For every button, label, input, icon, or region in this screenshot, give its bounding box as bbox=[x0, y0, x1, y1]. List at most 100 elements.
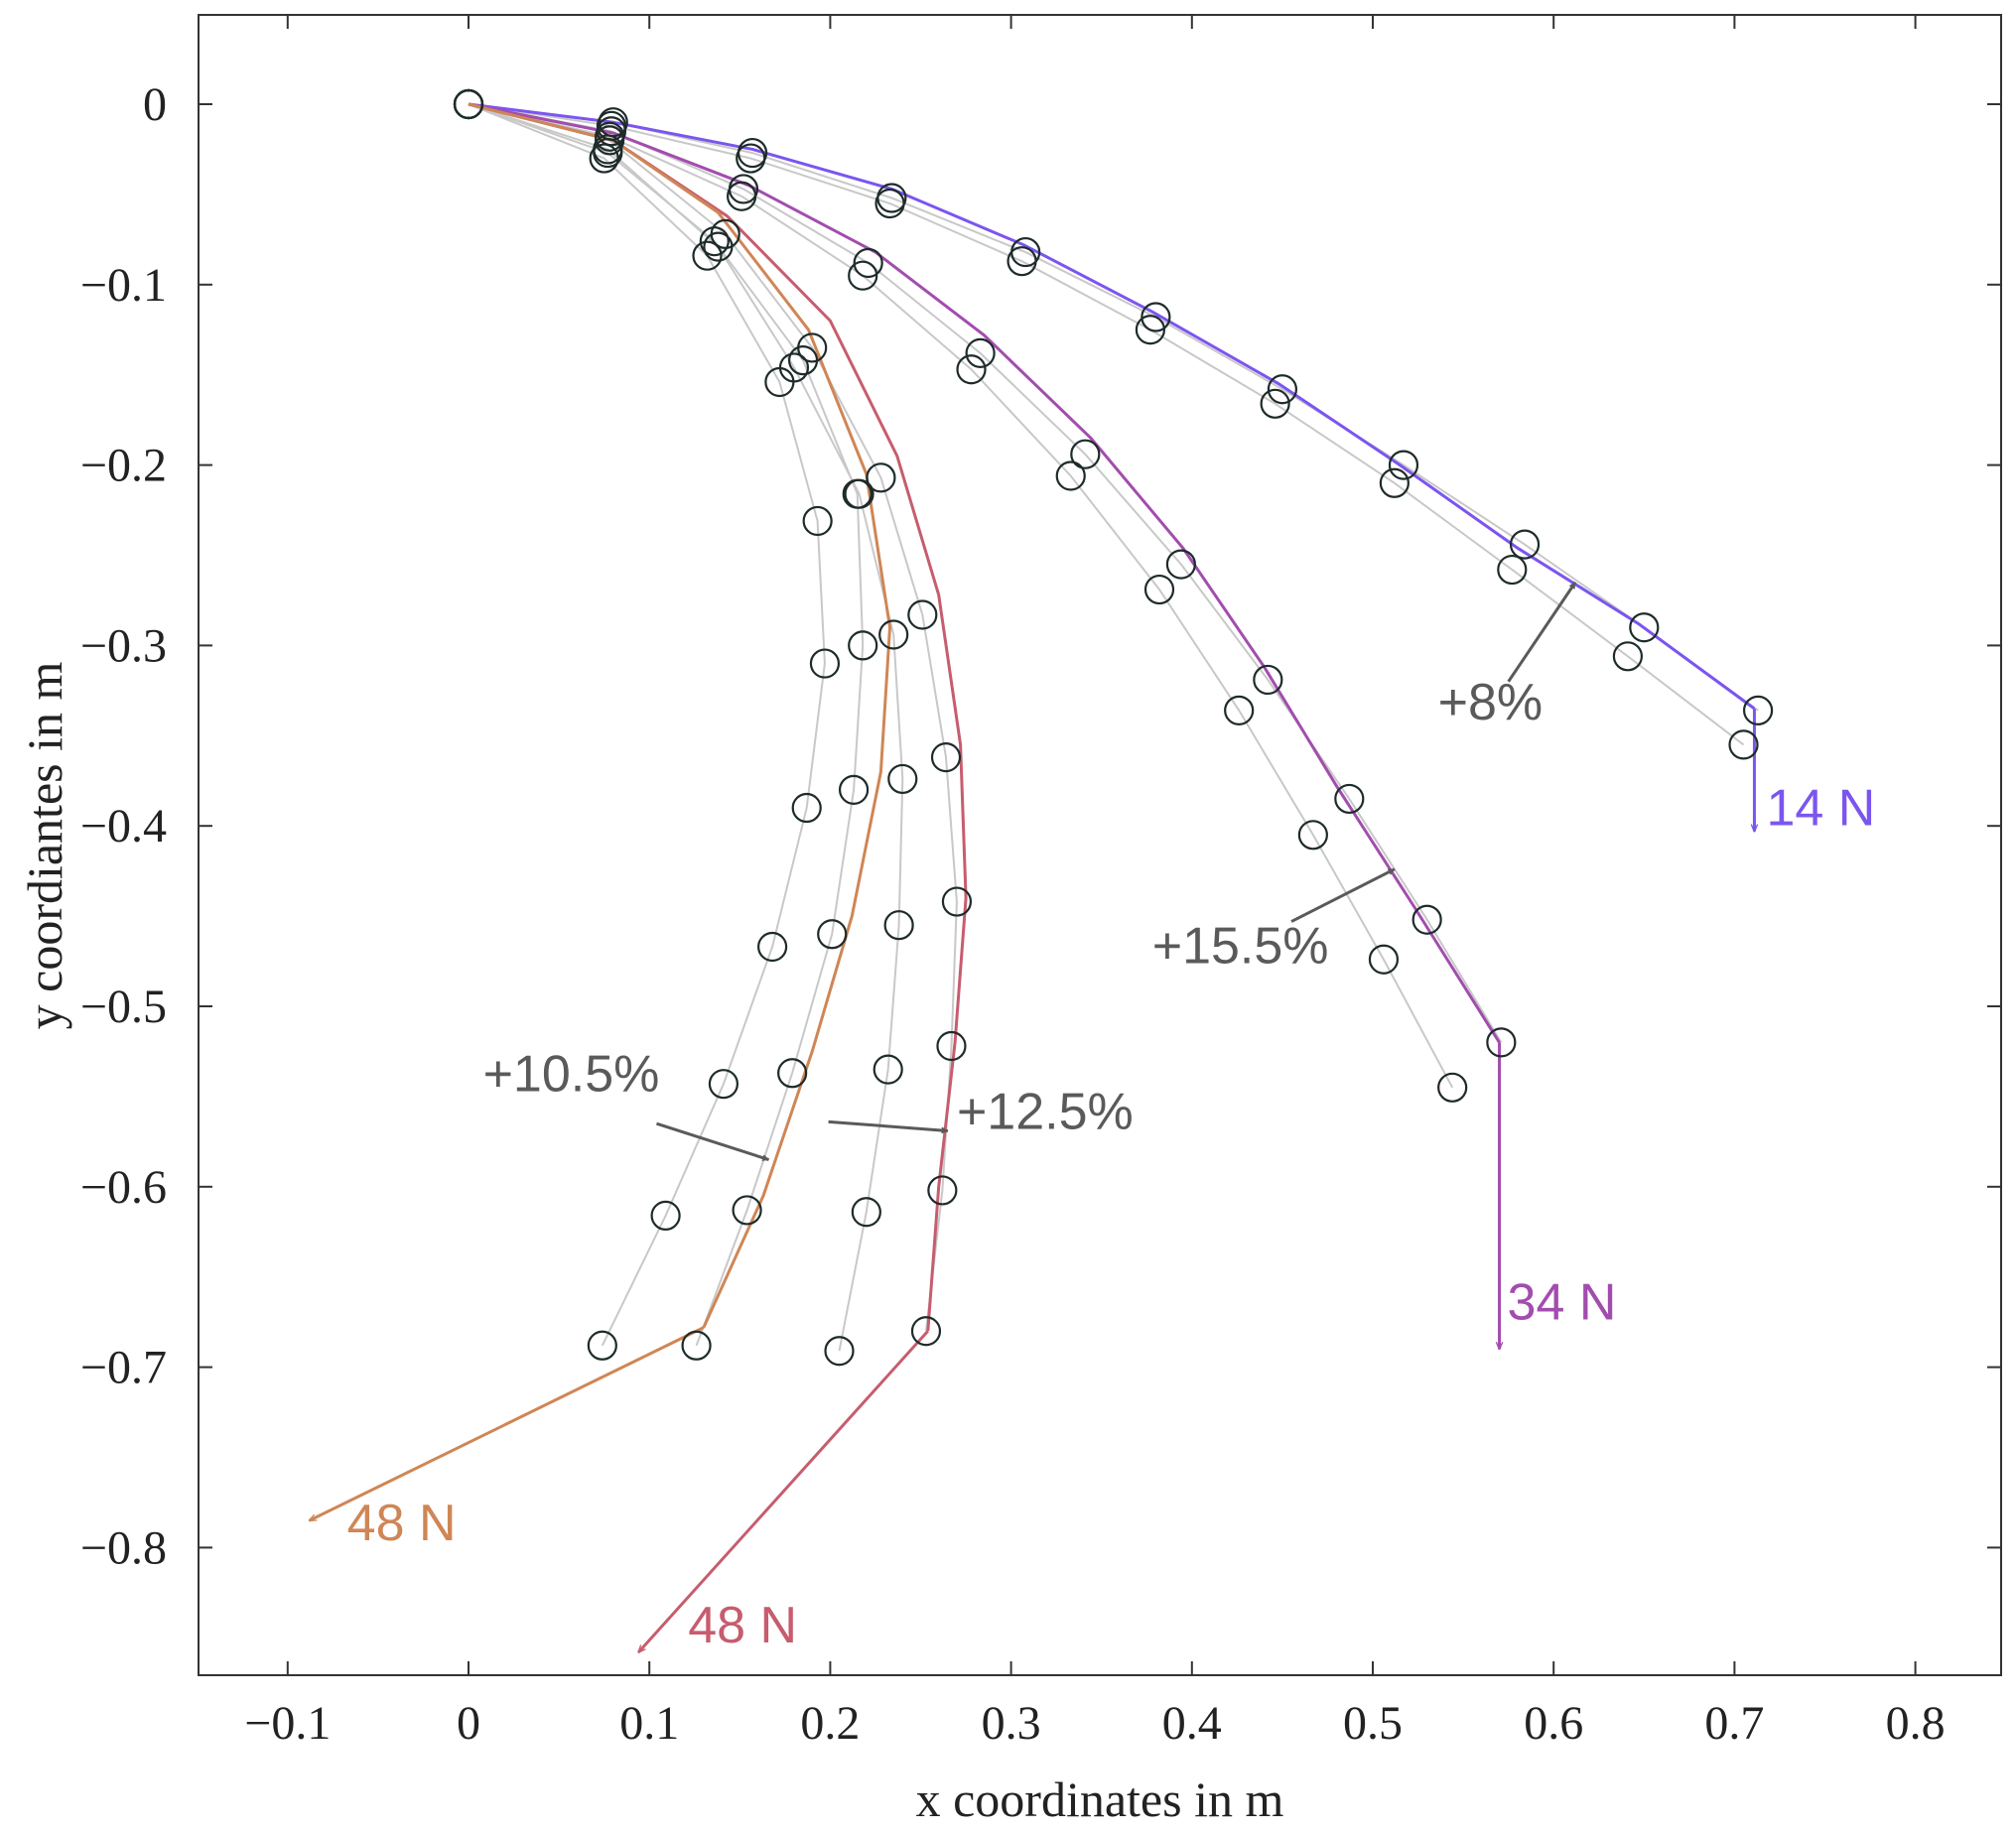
model-line bbox=[468, 102, 1501, 1044]
measured-point bbox=[848, 630, 878, 661]
measured-point bbox=[907, 599, 938, 630]
measured-point bbox=[764, 366, 795, 398]
measured-point bbox=[1629, 612, 1660, 643]
measured-point bbox=[650, 1200, 681, 1231]
measured-point bbox=[732, 1195, 762, 1226]
measured-point bbox=[589, 143, 619, 174]
measured-point bbox=[703, 231, 734, 262]
x-tick-label: 0.8 bbox=[1886, 1697, 1946, 1750]
measured-point bbox=[873, 1054, 903, 1085]
x-axis-label: x coordinates in m bbox=[916, 1771, 1284, 1827]
measured-point bbox=[681, 1330, 712, 1361]
measured-point bbox=[692, 240, 723, 271]
model-lines: 14 N 34 N 48 N 48 N bbox=[310, 102, 1875, 1654]
measured-point bbox=[1141, 302, 1171, 332]
annotation-label: +12.5% bbox=[957, 1084, 1134, 1141]
annotation-arrow bbox=[1290, 867, 1396, 923]
force-label: 48 N bbox=[347, 1495, 457, 1552]
annotation-arrow bbox=[656, 1121, 770, 1161]
measured-point bbox=[1509, 529, 1541, 560]
measured-point bbox=[1437, 1072, 1468, 1103]
measured-point bbox=[1135, 315, 1165, 345]
measured-point bbox=[930, 742, 962, 773]
measured-point bbox=[1411, 904, 1442, 935]
measured-point bbox=[1728, 729, 1759, 760]
y-tick-label: −0.6 bbox=[80, 1161, 167, 1214]
measured-point bbox=[936, 1030, 967, 1062]
annotation-label: +15.5% bbox=[1152, 917, 1329, 975]
measured-line-b bbox=[468, 103, 1454, 1089]
x-tick-label: 0 bbox=[457, 1697, 480, 1750]
measured-line-b bbox=[468, 103, 904, 1352]
force-label: 34 N bbox=[1508, 1273, 1617, 1331]
measured-point bbox=[842, 478, 873, 509]
measured-point bbox=[1007, 246, 1037, 277]
measured-point bbox=[1388, 450, 1419, 480]
measured-point bbox=[736, 143, 766, 174]
y-tick-label: 0 bbox=[143, 78, 167, 131]
y-tick-label: −0.2 bbox=[80, 440, 167, 492]
model-line bbox=[468, 102, 1756, 711]
measured-point bbox=[838, 774, 870, 805]
annotations: +8% +15.5% +10.5% +12.5% bbox=[483, 581, 1577, 1161]
measured-point bbox=[595, 125, 625, 156]
measured-point bbox=[791, 792, 822, 824]
measured-point bbox=[1497, 554, 1528, 586]
measured-line-a bbox=[468, 103, 1503, 1043]
measured-line-b bbox=[468, 103, 1745, 746]
model-line bbox=[468, 102, 892, 1329]
model-line bbox=[468, 102, 968, 1332]
measured-point bbox=[708, 1069, 739, 1100]
measured-point bbox=[941, 886, 973, 917]
measured-point bbox=[787, 345, 819, 376]
force-arrow bbox=[310, 1326, 705, 1522]
y-tick-label: −0.5 bbox=[80, 981, 167, 1033]
y-tick-label: −0.7 bbox=[80, 1342, 167, 1394]
y-axis-label: y coordiantes in m bbox=[17, 662, 72, 1030]
x-tick-label: −0.1 bbox=[244, 1697, 331, 1750]
measured-point bbox=[883, 910, 914, 941]
x-tick-label: 0.5 bbox=[1343, 1697, 1403, 1750]
force-label: 48 N bbox=[688, 1597, 797, 1654]
y-tick-label: −0.1 bbox=[80, 259, 167, 312]
x-tick-label: 0.4 bbox=[1162, 1697, 1222, 1750]
measured-point bbox=[1612, 641, 1644, 672]
measured-point bbox=[727, 181, 757, 211]
measured-point bbox=[956, 354, 987, 385]
measured-point bbox=[593, 137, 623, 169]
measured-point bbox=[802, 505, 833, 537]
measured-point bbox=[1070, 439, 1101, 469]
x-tick-label: 0.1 bbox=[619, 1697, 679, 1750]
force-arrow bbox=[638, 1330, 929, 1652]
measured-point bbox=[866, 462, 896, 493]
measured-point bbox=[1297, 820, 1328, 851]
measured-line-a bbox=[468, 103, 1759, 712]
measured-point bbox=[756, 931, 788, 963]
measured-point bbox=[587, 1330, 617, 1361]
measured-point bbox=[874, 188, 905, 219]
measured-line-a bbox=[468, 103, 865, 1347]
annotation-arrow bbox=[828, 1119, 949, 1134]
measured-point bbox=[777, 1058, 808, 1089]
measured-point bbox=[1742, 695, 1774, 725]
force-label: 14 N bbox=[1766, 780, 1875, 838]
measured-point bbox=[927, 1175, 958, 1206]
measured-point bbox=[1055, 460, 1086, 491]
measured-point bbox=[809, 648, 841, 679]
y-tick-label: −0.3 bbox=[80, 619, 167, 672]
annotation-label: +8% bbox=[1438, 674, 1544, 731]
measured-markers bbox=[453, 88, 1774, 1367]
plot-area-frame bbox=[198, 14, 2002, 1676]
x-tick-label: 0.7 bbox=[1704, 1697, 1764, 1750]
measured-point bbox=[910, 1316, 942, 1347]
measured-point bbox=[453, 88, 484, 120]
x-tick-label: 0.3 bbox=[982, 1697, 1041, 1750]
measured-point bbox=[1267, 374, 1298, 405]
measured-point bbox=[1165, 549, 1196, 580]
measured-point bbox=[1224, 695, 1255, 725]
measured-point bbox=[851, 1197, 881, 1228]
measured-point bbox=[824, 1336, 855, 1367]
measured-point bbox=[853, 247, 883, 279]
measured-point bbox=[699, 226, 730, 257]
